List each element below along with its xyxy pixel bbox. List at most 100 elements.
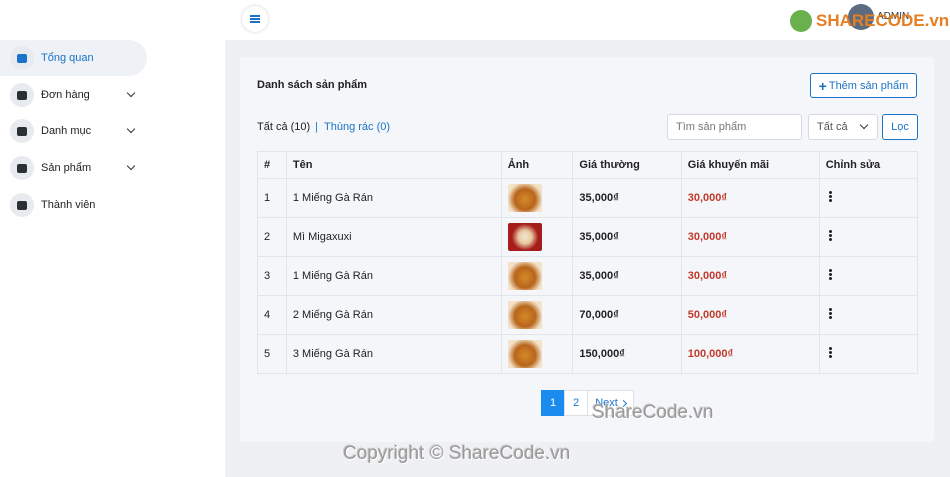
edit-menu[interactable] [828,307,832,320]
regular-price: 35,000₫ [572,217,682,257]
row-number: 4 [257,295,287,335]
row-number: 5 [257,334,287,374]
dot [828,347,832,350]
dot [828,355,832,358]
row-number: 1 [257,178,287,218]
product-name: 2 Miếng Gà Rán [285,295,502,335]
dot [828,351,832,354]
menu-label[interactable]: Đơn hàng [41,89,90,101]
column-header: # [257,151,287,179]
regular-price: 35,000₫ [572,256,682,296]
edit-menu[interactable] [828,268,832,281]
dot [828,273,832,276]
menu-item[interactable]: Sản phẩm [0,150,147,186]
product-name: 1 Miếng Gà Rán [285,178,502,218]
product-thumbnail [507,184,542,212]
image-cell [500,217,574,257]
dot [828,277,832,280]
user-name[interactable]: ADMIN [877,11,910,22]
sale-price: 100,000₫ [680,334,820,374]
sidebar: Tổng quan Đơn hàng Danh mục Sản phẩm Thành v… [0,0,163,477]
page-link[interactable]: Next [587,390,634,416]
page-link[interactable]: 1 [541,390,565,416]
row-number: 3 [257,256,287,296]
menu-item[interactable]: Thành viên [0,187,147,223]
dot [828,238,832,241]
edit-menu[interactable] [828,229,832,242]
menu-label[interactable]: Danh mục [41,125,92,137]
status-select[interactable]: Tất cả [808,114,878,140]
tab-all[interactable]: Tất cả (10) [257,121,311,133]
table-row: 2 Mì Migaxuxi 35,000₫ 30,000₫ [257,217,919,257]
search-placeholder: Tìm sản phẩm [676,121,747,133]
edit-cell [818,256,919,296]
menu-icon [10,83,34,107]
column-header: Giá thường [572,151,682,179]
product-thumbnail [507,301,542,329]
dot [828,316,832,319]
dot [828,199,832,202]
logo: SHARECODE.vn [790,10,949,32]
tab-trash[interactable]: Thùng rác (0) [324,121,391,133]
card-title: Danh sách sản phẩm [257,79,368,91]
dot [828,269,832,272]
filter-button[interactable]: Lọc [882,114,918,140]
add-product-label[interactable]: Thêm sản phẩm [828,79,909,92]
avatar[interactable] [848,4,874,30]
menu-item[interactable]: Danh mục [0,113,147,149]
edit-menu[interactable] [828,190,832,203]
dot [828,191,832,194]
logo-text: SHARECODE.vn [816,11,950,30]
menu-icon-glyph [17,53,27,63]
dot [828,230,832,233]
row-number: 2 [257,217,287,257]
menu-item[interactable]: Đơn hàng [0,77,147,113]
product-thumbnail [507,340,542,368]
page-label[interactable]: Next [595,397,618,409]
edit-cell [818,295,919,335]
product-name: 3 Miếng Gà Rán [285,334,502,374]
status-select-value: Tất cả [817,121,848,133]
image-cell [500,295,574,335]
product-name: 1 Miếng Gà Rán [285,256,502,296]
regular-price: 35,000₫ [572,178,682,218]
sale-price: 50,000₫ [680,295,820,335]
watermark: ShareCode.vn [592,402,714,423]
menu-label[interactable]: Sản phẩm [41,162,92,174]
product-thumbnail [507,223,542,251]
column-header: Ảnh [500,151,574,179]
copyright-watermark: Copyright © ShareCode.vn [343,443,571,464]
product-thumbnail [507,262,542,290]
dot [828,234,832,237]
top-bar: ADMIN SHARECODE.vn [225,0,950,40]
filter-button-label[interactable]: Lọc [891,121,909,133]
edit-menu[interactable] [828,346,832,359]
tab-separator: | [315,121,318,133]
page-label[interactable]: 1 [549,397,557,409]
chevron [126,161,136,171]
menu-item[interactable]: Tổng quan [0,40,147,76]
product-table: # Tên Ảnh Giá thường Giá khuyến mãi Chỉnh sửa… [257,151,919,374]
menu-icon [10,119,34,143]
edit-cell [818,334,919,374]
menu-icon-glyph [17,200,27,210]
sale-price: 30,000₫ [680,256,820,296]
page-link[interactable]: 2 [564,390,588,416]
dot [828,195,832,198]
image-cell [500,178,574,218]
menu-label[interactable]: Tổng quan [41,52,94,64]
menu-icon-glyph [17,90,27,100]
menu-toggle[interactable] [242,6,268,32]
menu-icon [10,156,34,180]
sale-price: 30,000₫ [680,178,820,218]
add-product-button[interactable]: + Thêm sản phẩm [810,73,917,98]
chevron [126,88,136,98]
page-label[interactable]: 2 [572,397,580,409]
regular-price: 150,000₫ [572,334,682,374]
search-input[interactable]: Tìm sản phẩm [667,114,802,140]
menu-label[interactable]: Thành viên [41,199,96,211]
menu-icon-glyph [17,163,27,173]
